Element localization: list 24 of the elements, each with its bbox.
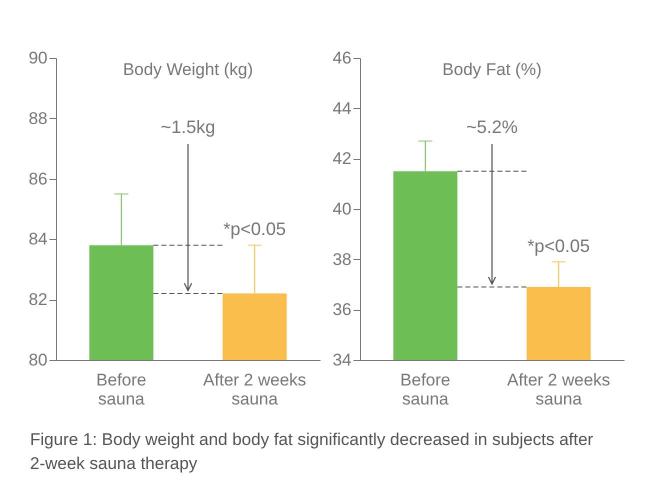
y-tick-label: 88 [28,108,48,128]
annotation: ~5.2% [466,117,518,137]
y-tick-label: 34 [332,350,352,370]
y-tick-label: 80 [28,350,48,370]
annotation: *p<0.05 [223,219,286,240]
x-tick-label: After 2 weeks sauna [203,370,306,408]
y-tick-label: 82 [28,290,48,310]
y-tick-label: 46 [332,48,352,68]
annotation: *p<0.05 [527,236,590,256]
y-tick-label: 44 [332,98,352,118]
y-tick-label: 36 [332,300,352,320]
annotation: ~1.5kg [160,117,216,137]
x-tick-label: After 2 weeks sauna [507,370,610,408]
y-tick-label: 42 [332,149,352,168]
x-tick-label: Before sauna [96,370,146,408]
y-tick-label: 40 [332,200,352,218]
y-tick-label: 90 [28,48,48,68]
y-tick-label: 38 [332,250,352,269]
y-tick-label: 84 [28,230,48,249]
caption: Figure 1: Body weight and body fat significantly decreased in subjects after 2-week sauna therapy [30,429,594,475]
chart-title: Body Fat (%) [442,60,542,79]
y-tick-label: 86 [28,169,48,188]
chart-title: Body Weight (kg) [122,60,254,79]
x-tick-label: Before sauna [400,370,450,408]
